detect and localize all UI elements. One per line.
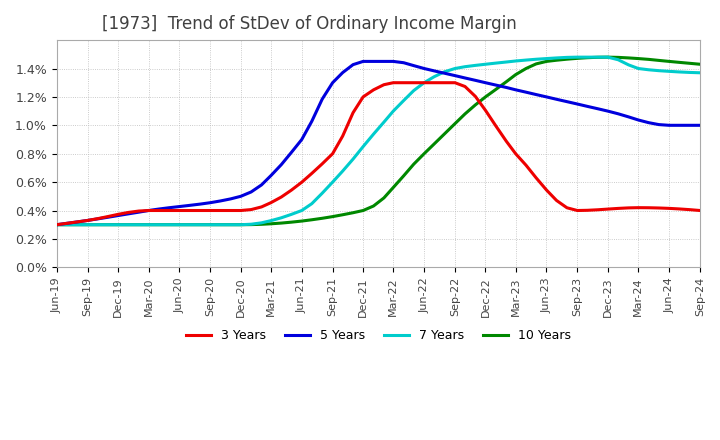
Line: 10 Years: 10 Years [57,57,700,225]
Line: 7 Years: 7 Years [57,57,700,225]
Legend: 3 Years, 5 Years, 7 Years, 10 Years: 3 Years, 5 Years, 7 Years, 10 Years [181,324,575,348]
Line: 3 Years: 3 Years [57,83,700,225]
Text: [1973]  Trend of StDev of Ordinary Income Margin: [1973] Trend of StDev of Ordinary Income… [102,15,516,33]
Line: 5 Years: 5 Years [57,62,700,225]
